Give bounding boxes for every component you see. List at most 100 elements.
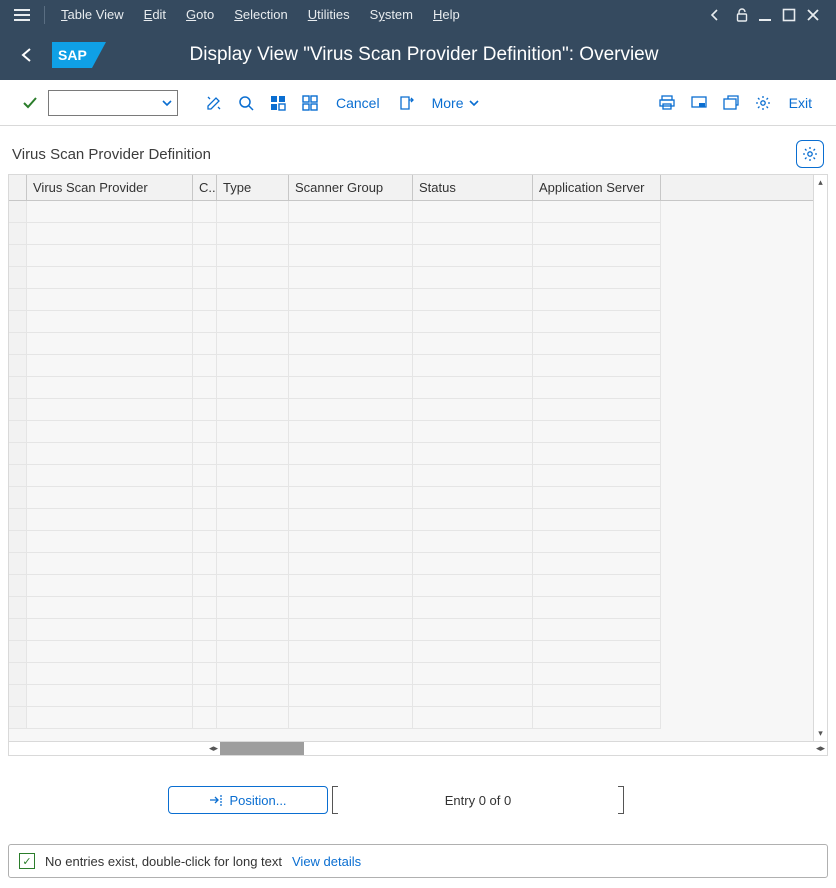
scroll-down-icon[interactable]: ▾: [818, 728, 823, 739]
print-button[interactable]: [653, 89, 681, 117]
status-bar[interactable]: ✓ No entries exist, double-click for lon…: [8, 844, 828, 878]
unlock-icon[interactable]: [734, 7, 758, 23]
change-button[interactable]: [200, 89, 228, 117]
position-button[interactable]: Position...: [168, 786, 328, 814]
table-row[interactable]: [9, 377, 813, 399]
table-row[interactable]: [9, 531, 813, 553]
menu-item[interactable]: Utilities: [298, 0, 360, 30]
row-selector[interactable]: [9, 355, 27, 377]
column-header[interactable]: C..: [193, 175, 217, 200]
table-row[interactable]: [9, 487, 813, 509]
table-settings-button[interactable]: [796, 140, 824, 168]
row-selector[interactable]: [9, 575, 27, 597]
table-row[interactable]: [9, 619, 813, 641]
row-selector[interactable]: [9, 311, 27, 333]
table-cell: [533, 333, 661, 355]
row-selector[interactable]: [9, 685, 27, 707]
row-selector[interactable]: [9, 333, 27, 355]
search-button[interactable]: [232, 89, 260, 117]
scroll-up-icon[interactable]: ▴: [818, 177, 823, 188]
column-header[interactable]: Application Server: [533, 175, 661, 200]
hamburger-menu-icon[interactable]: [6, 9, 38, 21]
table-row[interactable]: [9, 289, 813, 311]
menu-item[interactable]: Help: [423, 0, 470, 30]
row-selector[interactable]: [9, 487, 27, 509]
deselect-all-button[interactable]: [296, 89, 324, 117]
column-header[interactable]: Status: [413, 175, 533, 200]
more-button[interactable]: More: [424, 89, 488, 117]
table-cell: [217, 465, 289, 487]
column-header[interactable]: Scanner Group: [289, 175, 413, 200]
row-selector[interactable]: [9, 377, 27, 399]
table-row[interactable]: [9, 575, 813, 597]
table-row[interactable]: [9, 421, 813, 443]
row-selector[interactable]: [9, 531, 27, 553]
maximize-icon[interactable]: [782, 8, 806, 22]
close-icon[interactable]: [806, 8, 830, 22]
scrollbar-thumb[interactable]: [220, 742, 304, 755]
table-row[interactable]: [9, 355, 813, 377]
row-selector[interactable]: [9, 641, 27, 663]
table-row[interactable]: [9, 399, 813, 421]
table-cell: [27, 663, 193, 685]
menu-item[interactable]: Edit: [134, 0, 176, 30]
scroll-right-end-icon[interactable]: ▸: [820, 743, 825, 754]
horizontal-scrollbar[interactable]: ◂▸ ◂▸: [8, 742, 828, 756]
table-row[interactable]: [9, 311, 813, 333]
row-selector[interactable]: [9, 619, 27, 641]
row-selector[interactable]: [9, 201, 27, 223]
column-header[interactable]: Type: [217, 175, 289, 200]
row-selector[interactable]: [9, 663, 27, 685]
table-cell: [193, 443, 217, 465]
table-row[interactable]: [9, 465, 813, 487]
exit-button[interactable]: Exit: [781, 89, 820, 117]
select-all-button[interactable]: [264, 89, 292, 117]
row-selector[interactable]: [9, 707, 27, 729]
table-row[interactable]: [9, 223, 813, 245]
table-row[interactable]: [9, 663, 813, 685]
table-cell: [413, 707, 533, 729]
menu-item[interactable]: Selection: [224, 0, 297, 30]
table-row[interactable]: [9, 267, 813, 289]
accept-button[interactable]: [16, 89, 44, 117]
view-details-link[interactable]: View details: [292, 854, 361, 869]
row-selector[interactable]: [9, 245, 27, 267]
menu-item[interactable]: Table View: [51, 0, 134, 30]
table-row[interactable]: [9, 201, 813, 223]
table-row[interactable]: [9, 443, 813, 465]
row-selector[interactable]: [9, 443, 27, 465]
settings-button[interactable]: [749, 89, 777, 117]
row-selector[interactable]: [9, 267, 27, 289]
menu-item[interactable]: Goto: [176, 0, 224, 30]
row-selector[interactable]: [9, 399, 27, 421]
column-header[interactable]: Virus Scan Provider: [27, 175, 193, 200]
table-row[interactable]: [9, 553, 813, 575]
back-button[interactable]: [14, 42, 40, 68]
export-button[interactable]: [392, 89, 420, 117]
table-row[interactable]: [9, 707, 813, 729]
cancel-button[interactable]: Cancel: [328, 89, 388, 117]
table-row[interactable]: [9, 685, 813, 707]
new-window-button[interactable]: [717, 89, 745, 117]
minimize-icon[interactable]: [758, 8, 782, 22]
display-object-button[interactable]: [685, 89, 713, 117]
table-row[interactable]: [9, 597, 813, 619]
table-row[interactable]: [9, 641, 813, 663]
table-cell: [533, 377, 661, 399]
row-selector[interactable]: [9, 465, 27, 487]
row-selector-header[interactable]: [9, 175, 27, 200]
row-selector[interactable]: [9, 509, 27, 531]
vertical-scrollbar[interactable]: ▴ ▾: [813, 175, 827, 741]
menu-item[interactable]: System: [360, 0, 423, 30]
table-row[interactable]: [9, 333, 813, 355]
row-selector[interactable]: [9, 223, 27, 245]
row-selector[interactable]: [9, 553, 27, 575]
scroll-right-icon[interactable]: ▸: [214, 743, 219, 754]
table-row[interactable]: [9, 509, 813, 531]
table-row[interactable]: [9, 245, 813, 267]
row-selector[interactable]: [9, 421, 27, 443]
row-selector[interactable]: [9, 289, 27, 311]
chevron-left-icon[interactable]: [710, 9, 734, 21]
row-selector[interactable]: [9, 597, 27, 619]
command-field[interactable]: [48, 90, 178, 116]
